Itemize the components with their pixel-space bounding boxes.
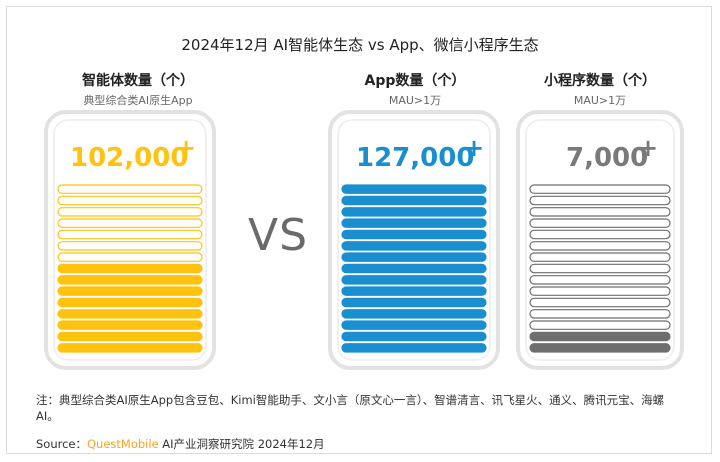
bar-segment-agents bbox=[57, 184, 203, 194]
source-line: Source：QuestMobile AI产业洞察研究院 2024年12月 bbox=[36, 436, 325, 452]
bar-segment-miniprograms bbox=[529, 320, 671, 330]
value-label-agents: 102,000 bbox=[70, 143, 189, 173]
bar-segment-miniprograms bbox=[529, 331, 671, 342]
category-subtitle-agents: 典型综合类AI原生App bbox=[83, 94, 193, 107]
bar-segment-miniprograms bbox=[529, 263, 671, 274]
category-subtitle-miniprograms: MAU>1万 bbox=[573, 94, 627, 107]
bar-segment-miniprograms bbox=[529, 207, 671, 217]
bar-segment-miniprograms bbox=[529, 184, 671, 194]
value-label-apps: 127,000 bbox=[356, 143, 475, 173]
plus-sign-agents: + bbox=[176, 134, 197, 162]
bar-segment-agents bbox=[57, 286, 203, 296]
category-label-miniprograms: 小程序数量（个） bbox=[544, 73, 656, 89]
category-label-agents: 智能体数量（个） bbox=[82, 73, 194, 89]
bar-segment-apps bbox=[341, 297, 487, 308]
plus-sign-apps: + bbox=[464, 134, 485, 162]
bar-segment-apps bbox=[341, 320, 487, 330]
bar-segment-agents bbox=[57, 218, 203, 228]
bar-segment-miniprograms bbox=[529, 195, 671, 206]
phone-miniprograms bbox=[516, 110, 684, 370]
bar-segment-apps bbox=[341, 286, 487, 296]
phone-apps bbox=[328, 110, 500, 370]
bar-segment-apps bbox=[341, 331, 487, 342]
bar-segment-apps bbox=[341, 218, 487, 228]
category-subtitle-apps: MAU>1万 bbox=[388, 94, 442, 107]
bar-segment-agents bbox=[57, 297, 203, 308]
source-rest: AI产业洞察研究院 2024年12月 bbox=[158, 437, 325, 451]
bar-segment-agents bbox=[57, 195, 203, 206]
bar-segment-apps bbox=[341, 252, 487, 262]
vs-label: VS bbox=[248, 210, 309, 261]
bar-segment-miniprograms bbox=[529, 275, 671, 285]
bar-segment-agents bbox=[57, 320, 203, 330]
bar-segment-agents bbox=[57, 252, 203, 262]
bar-segment-apps bbox=[341, 275, 487, 285]
bar-segment-miniprograms bbox=[529, 218, 671, 228]
outer-frame bbox=[6, 6, 712, 454]
category-label-apps: App数量（个） bbox=[364, 73, 466, 89]
source-prefix: Source： bbox=[36, 437, 87, 451]
bar-segment-miniprograms bbox=[529, 252, 671, 262]
footnote: 注：典型综合类AI原生App包含豆包、Kimi智能助手、文小言（原文心一言）、智… bbox=[36, 393, 665, 423]
bar-segment-apps bbox=[341, 229, 487, 240]
bar-segment-miniprograms bbox=[529, 343, 671, 353]
plus-sign-miniprograms: + bbox=[638, 134, 659, 162]
bar-segment-apps bbox=[341, 241, 487, 251]
phone-agents bbox=[44, 110, 216, 370]
bar-segment-miniprograms bbox=[529, 229, 671, 240]
bar-segment-agents bbox=[57, 241, 203, 251]
source-brand: QuestMobile bbox=[87, 437, 159, 451]
value-label-miniprograms: 7,000 bbox=[566, 143, 649, 173]
bar-segment-miniprograms bbox=[529, 297, 671, 308]
bar-segment-apps bbox=[341, 309, 487, 319]
bar-segment-agents bbox=[57, 207, 203, 217]
bar-segment-agents bbox=[57, 343, 203, 353]
bar-segment-agents bbox=[57, 275, 203, 285]
bar-segment-apps bbox=[341, 184, 487, 194]
chart-title: 2024年12月 AI智能体生态 vs App、微信小程序生态 bbox=[181, 36, 539, 54]
bar-segment-miniprograms bbox=[529, 241, 671, 251]
bar-segment-apps bbox=[341, 195, 487, 206]
bar-segment-agents bbox=[57, 309, 203, 319]
bar-segment-agents bbox=[57, 331, 203, 342]
bar-segment-apps bbox=[341, 207, 487, 217]
bar-segment-miniprograms bbox=[529, 286, 671, 296]
bar-segment-miniprograms bbox=[529, 309, 671, 319]
bar-segment-agents bbox=[57, 229, 203, 240]
bar-segment-apps bbox=[341, 263, 487, 274]
bar-segment-apps bbox=[341, 343, 487, 353]
bar-segment-agents bbox=[57, 263, 203, 274]
